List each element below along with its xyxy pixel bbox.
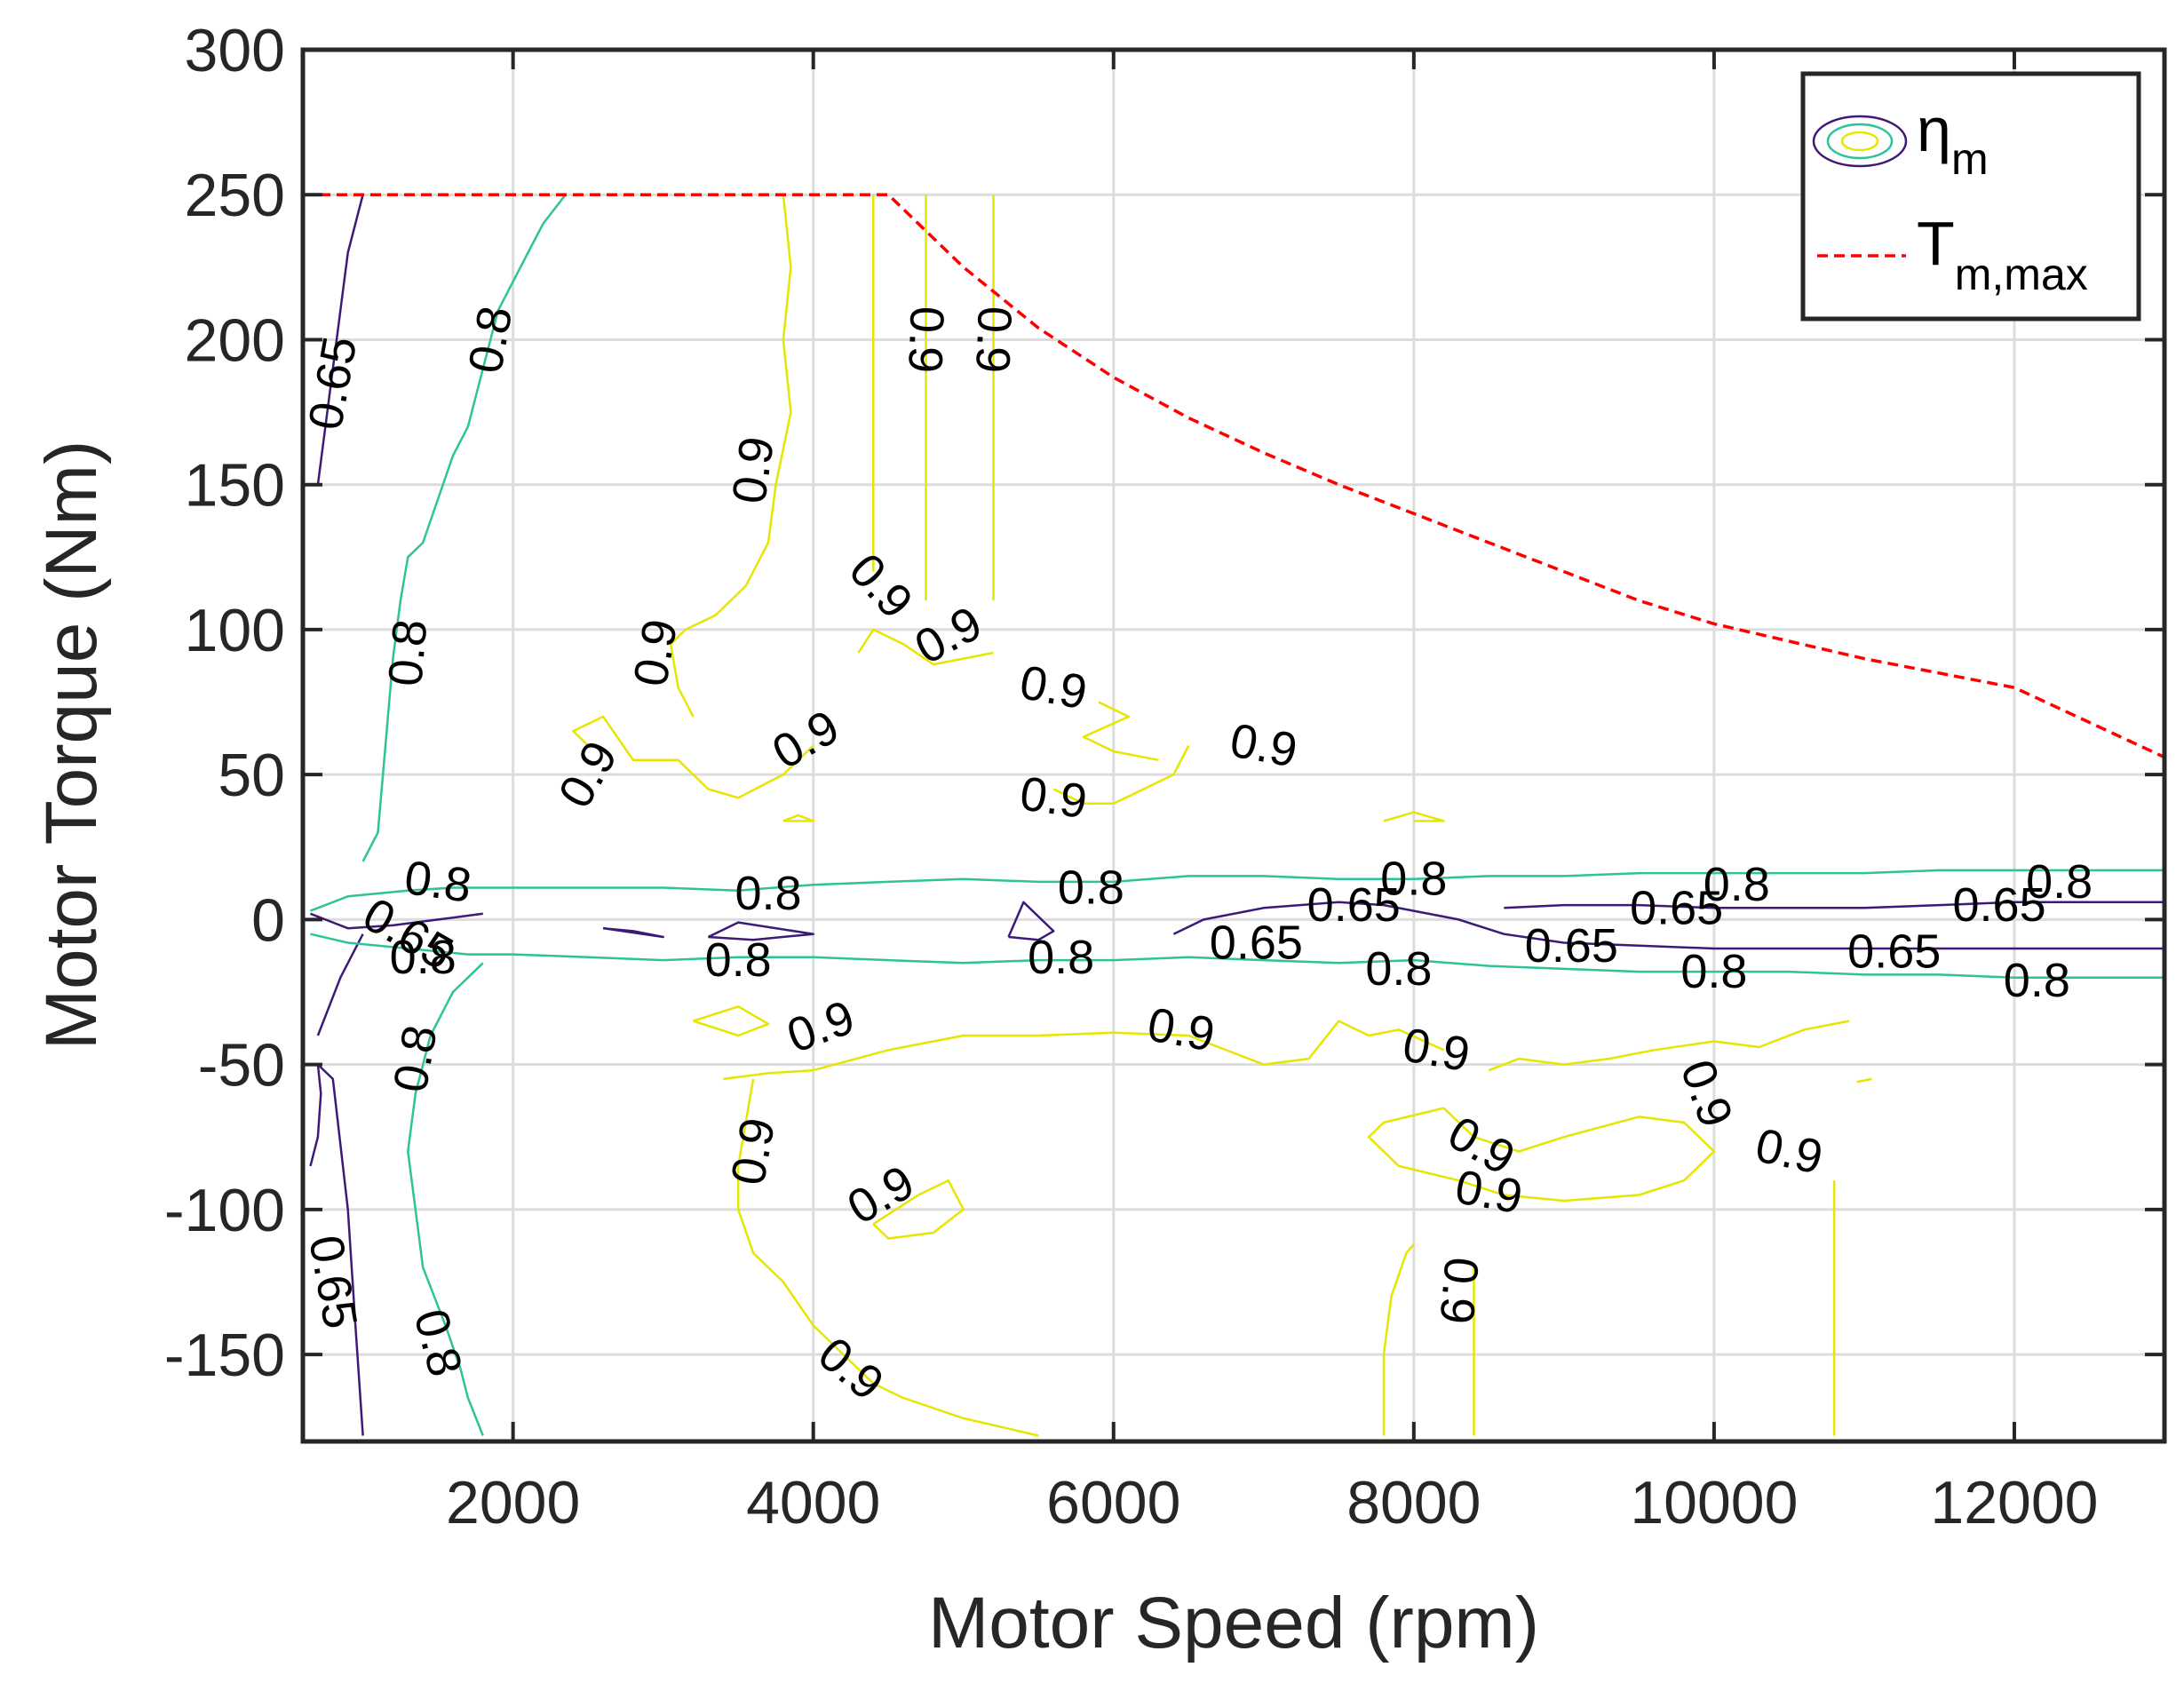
tmax-curve <box>303 193 2165 759</box>
y-tick-label: -100 <box>164 1177 285 1244</box>
contour-line-0_9 <box>1856 1077 1872 1084</box>
contour-label: 0.9 <box>623 615 687 690</box>
contour-label: 0.8 <box>1365 942 1432 996</box>
contour-label: 0.65 <box>1847 925 1941 978</box>
y-axis-title: Motor Torque (Nm) <box>31 441 112 1051</box>
contour-label: 0.8 <box>1380 853 1447 906</box>
x-tick-label: 8000 <box>1346 1469 1481 1536</box>
contour-line-0_9 <box>693 1005 770 1037</box>
contour-label: 0.9 <box>1227 713 1301 777</box>
y-tick-label: 50 <box>218 742 285 809</box>
contour-line-0_65 <box>1504 901 2164 909</box>
contour-lines <box>309 194 2164 1437</box>
contour-line-0_8 <box>310 933 2164 979</box>
contour-label: 0.9 <box>1017 766 1091 829</box>
contour-labels: 0.65 0.80.80.90.9 0.90.90.90.9 0.90.9 0.90.9… <box>298 302 2093 1410</box>
ticks: 2000 4000 6000 8000 10000 12000 300 250 200 150 10… <box>164 17 2164 1536</box>
contour-line-0_9 <box>669 194 792 718</box>
contour-line-0_8 <box>310 869 2164 912</box>
contour-label: 0.9 <box>965 306 1021 374</box>
legend-box <box>1800 71 2141 322</box>
contour-line-0_9 <box>857 628 994 666</box>
contour-label: 0.8 <box>2026 855 2093 909</box>
legend-label-efficiency: ηm <box>1917 95 1989 184</box>
legend: ηm Tm,max <box>1800 71 2141 322</box>
contour-label: 0.65 <box>1210 916 1303 969</box>
legend-label-efficiency-subscript: m <box>1951 134 1989 184</box>
contour-label: 0.8 <box>735 867 801 920</box>
contour-line-0_9 <box>1383 811 1445 822</box>
contour-label: 0.9 <box>1016 655 1091 719</box>
contour-label: 0.8 <box>1028 931 1094 984</box>
x-tick-label: 2000 <box>446 1469 580 1536</box>
contour-label: 0.8 <box>1704 858 1770 911</box>
contour-label: 0.65 <box>1307 878 1401 932</box>
y-tick-label: 200 <box>185 306 285 374</box>
contour-label: 0.8 <box>390 931 457 984</box>
contour-label: 0.8 <box>458 302 522 377</box>
contour-label: 0.9 <box>1144 997 1219 1061</box>
contour-line-0_9 <box>872 1179 965 1240</box>
x-tick-label: 10000 <box>1630 1469 1798 1536</box>
contour-line-0_9 <box>572 715 814 799</box>
y-tick-label: 100 <box>185 597 285 664</box>
contour-line-0_65 <box>316 933 364 1036</box>
contour-label: 0.9 <box>1429 1255 1488 1326</box>
contour-line-0_9 <box>1382 1243 1415 1436</box>
legend-label-tmax-subscript: m,max <box>1955 250 2088 299</box>
contour-label: 0.65 <box>1630 881 1723 934</box>
y-tick-label: 0 <box>251 886 285 954</box>
contour-label: 0.8 <box>384 1021 448 1096</box>
contour-line-0_65 <box>309 1063 364 1436</box>
contour-line-0_9 <box>782 814 814 822</box>
legend-label-tmax-symbol: T <box>1917 209 1955 278</box>
tmax-line <box>303 193 2165 759</box>
contour-line-0_9 <box>1488 1020 1850 1072</box>
contour-label: 0.9 <box>1399 1018 1473 1082</box>
y-tick-label: 250 <box>185 162 285 229</box>
contour-label: 0.8 <box>378 617 437 688</box>
x-axis-title: Motor Speed (rpm) <box>928 1583 1539 1663</box>
x-tick-label: 4000 <box>746 1469 880 1536</box>
legend-label-tmax: Tm,max <box>1917 209 2088 299</box>
contour-line-0_8 <box>407 962 484 1436</box>
contour-line-0_9 <box>1052 744 1190 806</box>
y-tick-label: 300 <box>185 17 285 84</box>
x-tick-label: 6000 <box>1046 1469 1180 1536</box>
contour-line-0_9 <box>1082 701 1159 762</box>
y-tick-label: -50 <box>198 1032 285 1100</box>
contour-label: 0.8 <box>2004 954 2070 1007</box>
contour-label: 0.65 <box>1953 878 2046 932</box>
contour-label: 0.8 <box>1058 861 1124 914</box>
contour-label: 0.8 <box>705 933 772 987</box>
x-tick-label: 12000 <box>1930 1469 2098 1536</box>
contour-label: 0.9 <box>722 433 784 507</box>
contour-line-0_65 <box>316 194 364 485</box>
contour-label: 0.9 <box>721 1114 785 1188</box>
contour-line-0_8 <box>361 194 567 862</box>
y-tick-label: 150 <box>185 452 285 520</box>
contour-label: 0.8 <box>401 851 475 913</box>
legend-contour-icon <box>1812 115 1908 168</box>
contour-label: 0.9 <box>1451 1160 1526 1224</box>
contour-line-0_65 <box>707 921 814 941</box>
contour-line-0_65 <box>602 926 664 939</box>
contour-label: 0.9 <box>898 306 954 374</box>
contour-line-0_9 <box>736 1078 1039 1437</box>
legend-label-efficiency-symbol: η <box>1917 95 1951 164</box>
contour-line-0_9 <box>1367 1107 1716 1203</box>
contour-line-0_65 <box>1007 901 1055 941</box>
contour-line-0_9 <box>723 1020 1445 1081</box>
axes-box <box>300 47 2167 1444</box>
contour-line-0_65 <box>310 912 483 930</box>
y-tick-label: -150 <box>164 1322 285 1389</box>
contour-label: 0.8 <box>1680 945 1747 998</box>
contour-label: 0.65 <box>1525 919 1618 972</box>
contour-line-0_65 <box>1172 901 2164 950</box>
